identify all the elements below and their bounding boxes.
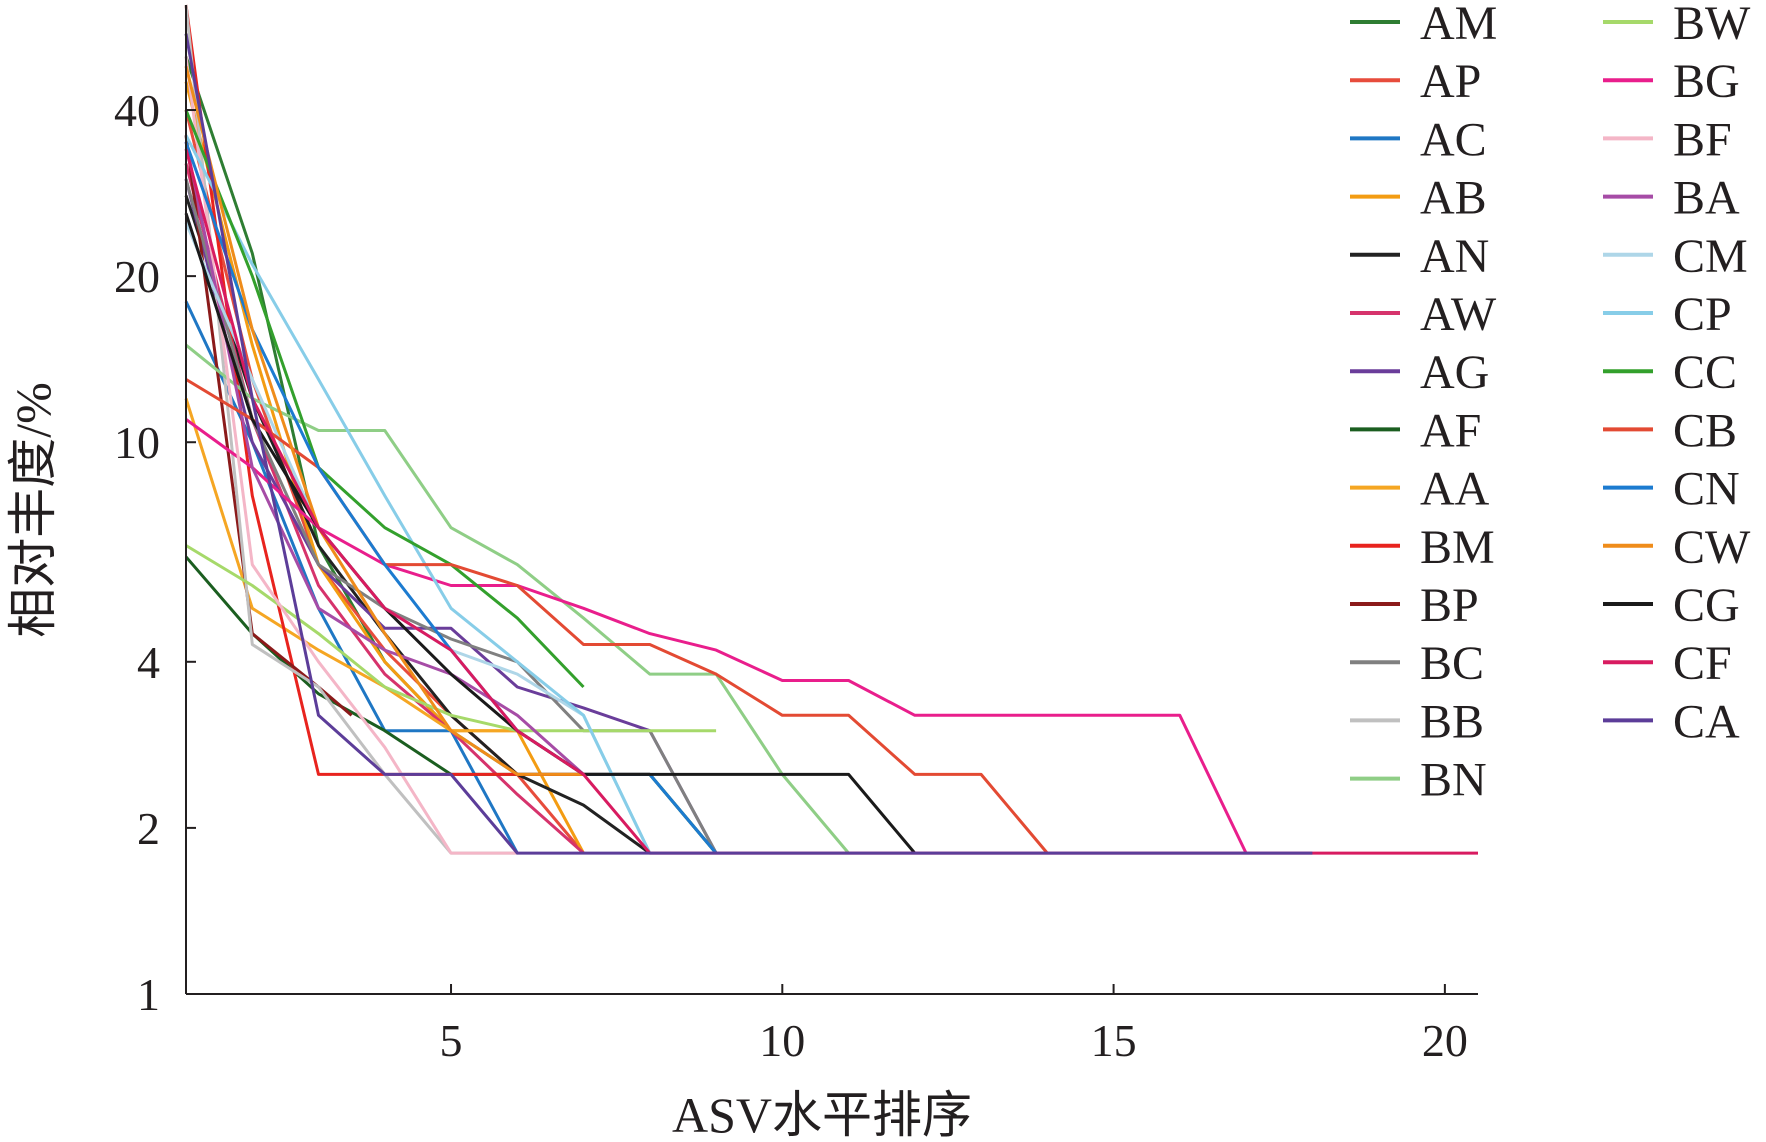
legend-item-ac: AC bbox=[1350, 113, 1487, 166]
legend-item-cb: CB bbox=[1603, 404, 1737, 457]
legend-label: CA bbox=[1673, 695, 1740, 748]
legend-item-bb: BB bbox=[1350, 695, 1484, 748]
series-line-bc bbox=[184, 178, 718, 854]
axes bbox=[185, 5, 1478, 995]
x-ticks: 5 10 15 20 bbox=[440, 984, 1468, 1066]
legend-item-af: AF bbox=[1350, 404, 1481, 457]
series-line-ba bbox=[184, 141, 585, 776]
series-line-an bbox=[184, 195, 651, 855]
legend-label: BP bbox=[1420, 579, 1479, 632]
legend-label: AC bbox=[1420, 113, 1487, 166]
legend-label: BN bbox=[1420, 754, 1487, 807]
legend-item-bn: BN bbox=[1350, 754, 1487, 807]
series-line-bf bbox=[184, 56, 518, 855]
y-tick-label: 4 bbox=[137, 637, 160, 688]
legend-label: AM bbox=[1420, 0, 1497, 50]
x-tick-label: 20 bbox=[1422, 1015, 1468, 1066]
x-tick-label: 5 bbox=[440, 1015, 463, 1066]
legend-label: CC bbox=[1673, 346, 1737, 399]
legend-label: CG bbox=[1673, 579, 1740, 632]
x-tick-label: 15 bbox=[1091, 1015, 1137, 1066]
series-line-af bbox=[184, 555, 718, 855]
legend-item-cg: CG bbox=[1603, 579, 1740, 632]
series-line-bg bbox=[185, 418, 1248, 854]
legend-item-ba: BA bbox=[1603, 172, 1740, 225]
legend-item-ap: AP bbox=[1350, 55, 1481, 108]
legend-item-cc: CC bbox=[1603, 346, 1737, 399]
legend-label: BC bbox=[1420, 637, 1484, 690]
series-line-ag bbox=[184, 178, 718, 854]
legend-label: BW bbox=[1673, 0, 1751, 50]
legend-label: BG bbox=[1673, 55, 1740, 108]
legend-item-cp: CP bbox=[1603, 288, 1732, 341]
series-line-ca bbox=[184, 33, 1313, 855]
legend-item-ab: AB bbox=[1350, 172, 1487, 225]
legend-label: CW bbox=[1673, 521, 1751, 574]
legend-label: AA bbox=[1420, 463, 1490, 516]
y-tick-label: 10 bbox=[114, 417, 160, 468]
series-line-bw bbox=[185, 544, 717, 733]
y-axis-title: 相对丰度/% bbox=[5, 382, 61, 638]
legend-item-bw: BW bbox=[1603, 0, 1751, 50]
y-ticks: 1 2 4 10 20 40 bbox=[114, 85, 196, 1020]
series-lines bbox=[184, 4, 1478, 855]
y-tick-label: 40 bbox=[114, 85, 160, 136]
x-tick-label: 10 bbox=[759, 1015, 805, 1066]
legend-label: CN bbox=[1673, 463, 1740, 516]
legend-item-am: AM bbox=[1350, 0, 1497, 50]
legend-item-bf: BF bbox=[1603, 113, 1732, 166]
legend-item-cm: CM bbox=[1603, 230, 1748, 283]
legend-label: BM bbox=[1420, 521, 1495, 574]
y-tick-label: 1 bbox=[137, 969, 160, 1020]
legend-label: CP bbox=[1673, 288, 1732, 341]
legend-item-bm: BM bbox=[1350, 521, 1495, 574]
y-tick-label: 20 bbox=[114, 251, 160, 302]
legend-label: CM bbox=[1673, 230, 1748, 283]
legend-label: AB bbox=[1420, 172, 1487, 225]
legend-item-bp: BP bbox=[1350, 579, 1479, 632]
series-line-cp bbox=[184, 134, 652, 854]
series-line-cw bbox=[184, 65, 584, 776]
series-line-cf bbox=[184, 148, 1478, 855]
legend-item-cw: CW bbox=[1603, 521, 1751, 574]
legend-item-cf: CF bbox=[1603, 637, 1732, 690]
legend-label: BB bbox=[1420, 695, 1484, 748]
legend-label: AG bbox=[1420, 346, 1489, 399]
series-line-ab bbox=[184, 81, 585, 854]
x-axis-title: ASV水平排序 bbox=[672, 1087, 972, 1142]
legend-label: CF bbox=[1673, 637, 1732, 690]
series-line-bp bbox=[184, 135, 353, 717]
legend-item-bc: BC bbox=[1350, 637, 1484, 690]
legend-item-aw: AW bbox=[1350, 288, 1497, 341]
legend-item-cn: CN bbox=[1603, 463, 1740, 516]
legend-label: AF bbox=[1420, 404, 1481, 457]
legend-label: AN bbox=[1420, 230, 1489, 283]
legend-label: AP bbox=[1420, 55, 1481, 108]
legend-item-aa: AA bbox=[1350, 463, 1490, 516]
legend-label: BF bbox=[1673, 113, 1732, 166]
legend-item-bg: BG bbox=[1603, 55, 1740, 108]
y-tick-label: 2 bbox=[137, 803, 160, 854]
legend-item-ag: AG bbox=[1350, 346, 1489, 399]
series-line-bn bbox=[185, 343, 850, 855]
legend-label: AW bbox=[1420, 288, 1497, 341]
legend-label: CB bbox=[1673, 404, 1737, 457]
legend-item-ca: CA bbox=[1603, 695, 1740, 748]
legend-item-an: AN bbox=[1350, 230, 1489, 283]
series-line-cm bbox=[184, 222, 652, 854]
series-line-cg bbox=[184, 212, 916, 855]
series-line-cc bbox=[184, 109, 585, 689]
legend-label: BA bbox=[1673, 172, 1740, 225]
